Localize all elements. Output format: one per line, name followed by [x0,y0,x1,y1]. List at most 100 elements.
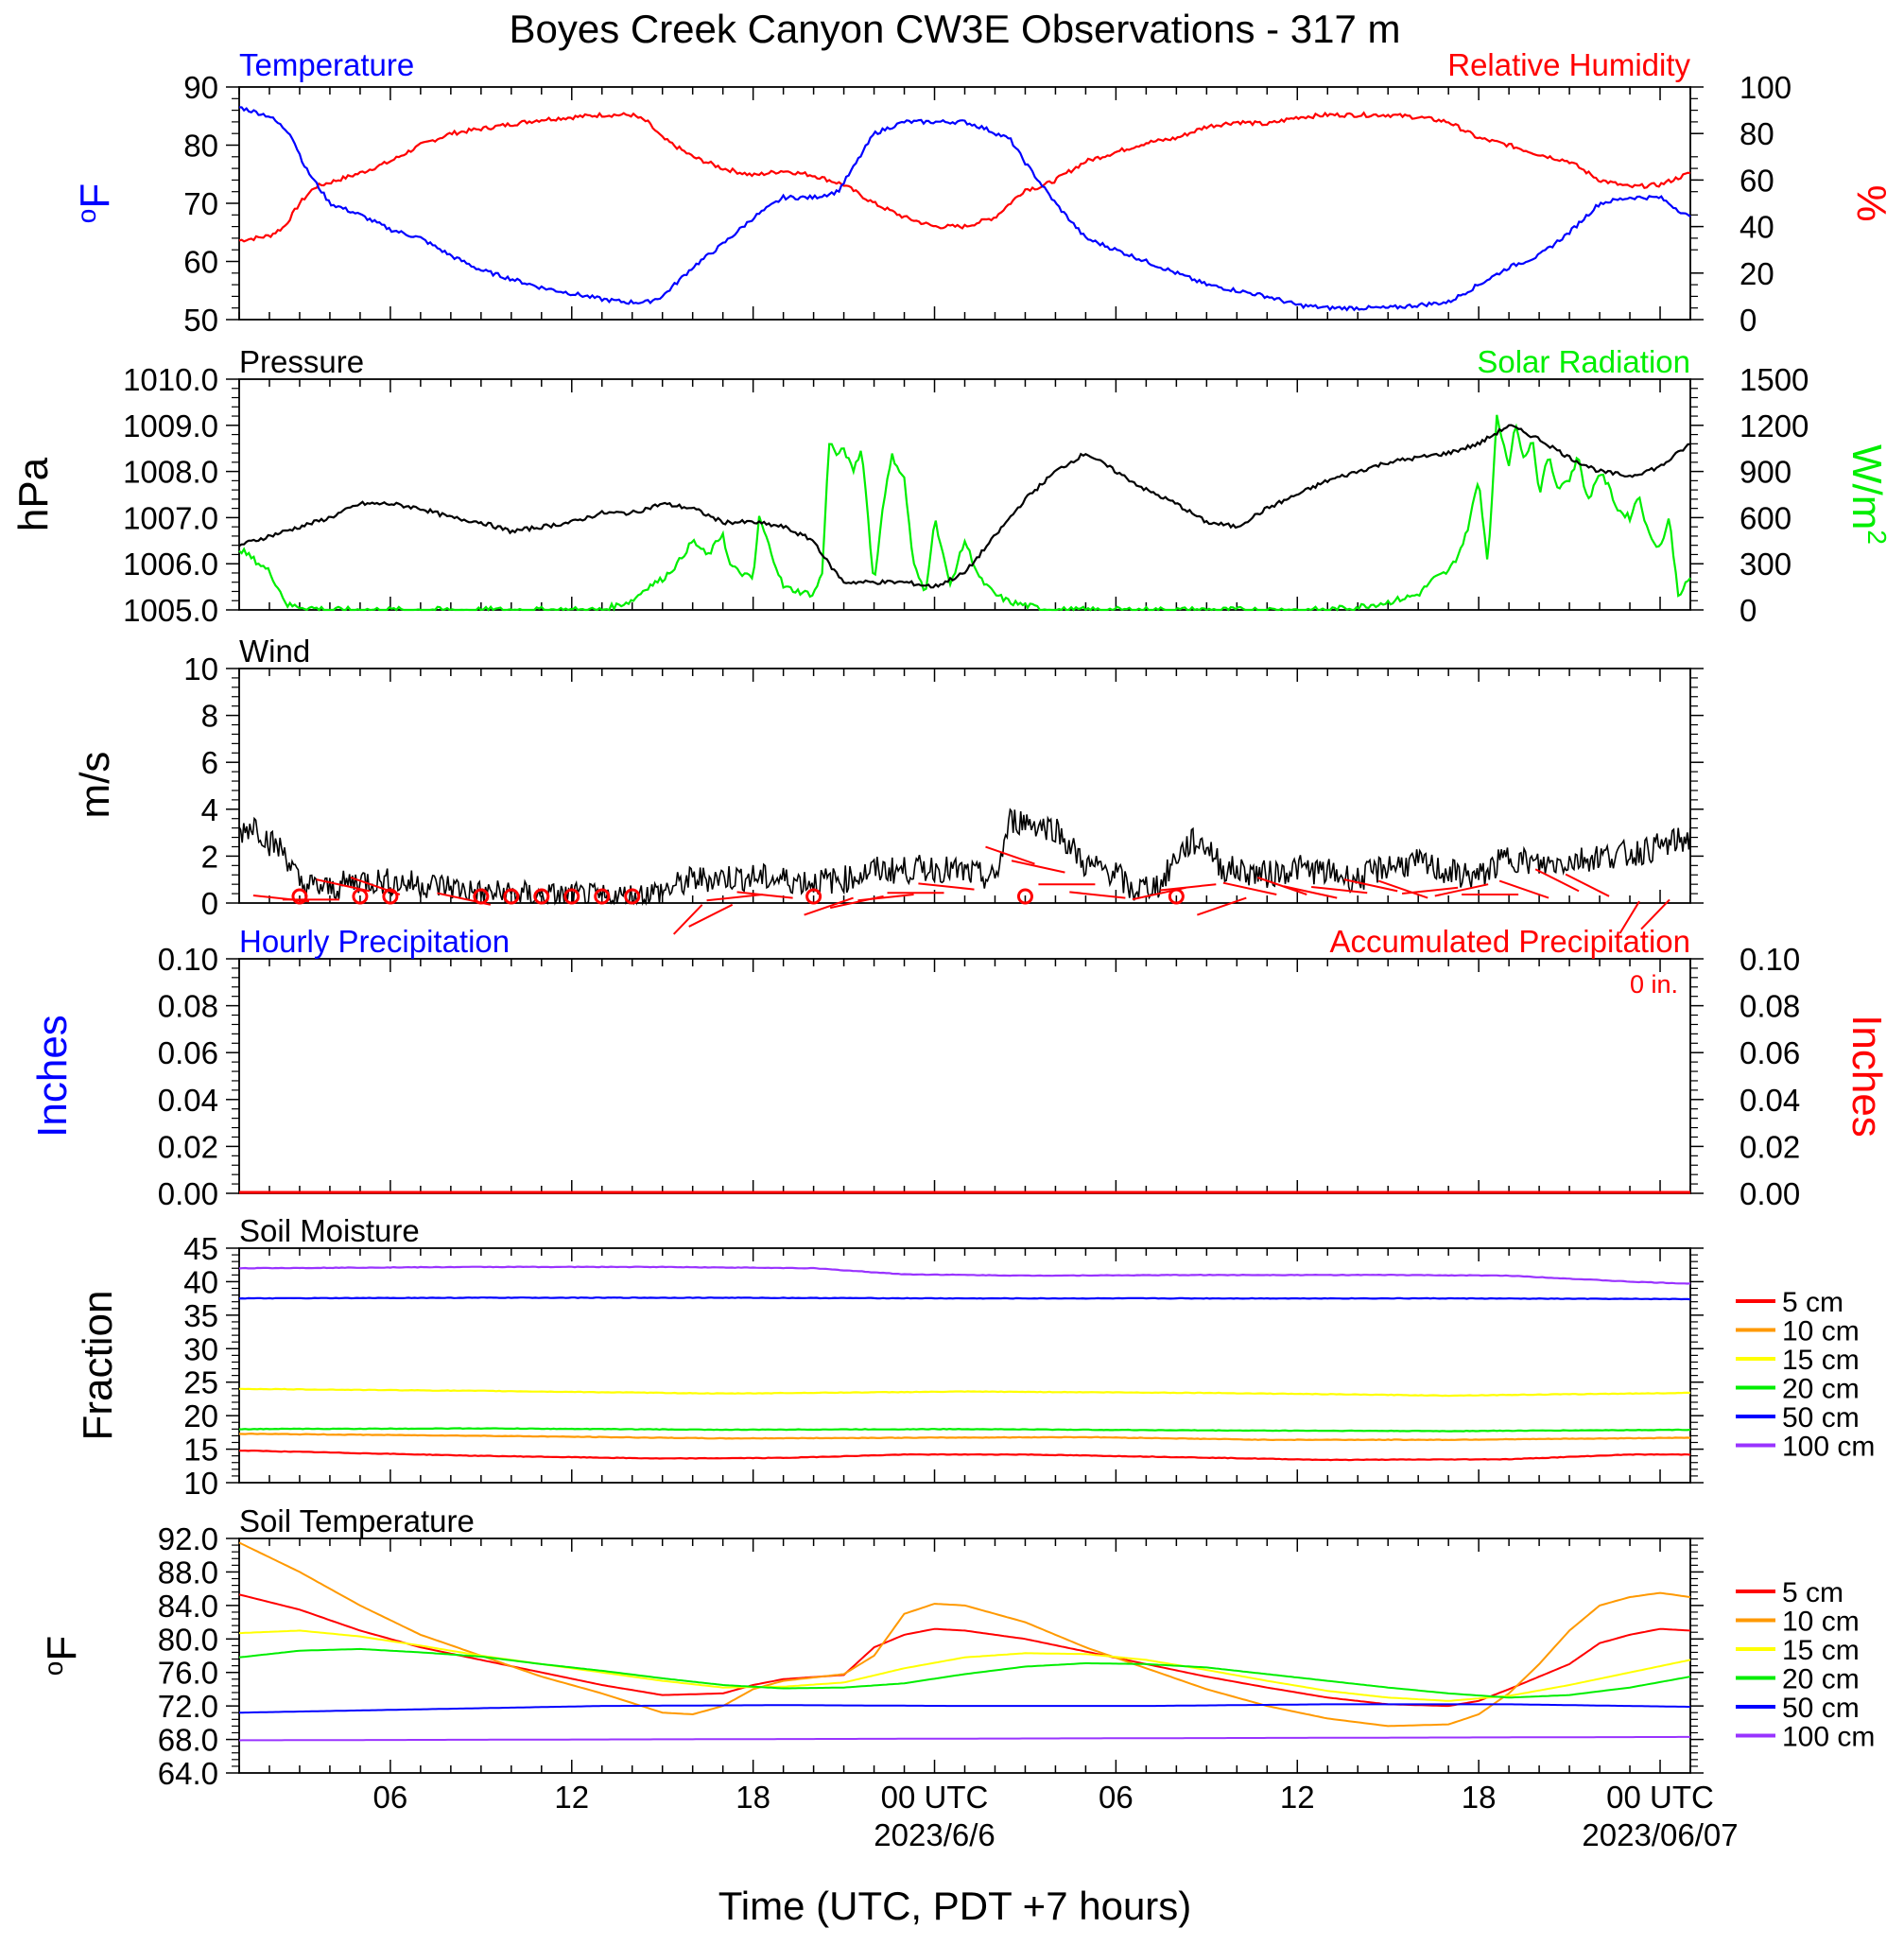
y-tick-label: 30 [183,1331,218,1366]
y-tick-label: 92.0 [158,1521,218,1556]
y-tick-label: 2 [201,839,218,874]
panel-title-accum-precip: Accumulated Precipitation [1329,924,1690,959]
y-tick-label: 1006.0 [123,547,218,582]
y-tick-label: 35 [183,1298,218,1333]
y-right-tick-label: 0.10 [1740,942,1800,977]
panel-title-wind: Wind [239,634,310,669]
y-axis-label-left: Inches [29,1015,76,1138]
calm-wind-marker [805,888,822,905]
wind-barb [1565,873,1610,897]
calm-wind-marker [473,888,490,905]
panel-title-soil-moisture: Soil Moisture [239,1213,420,1248]
series-line-15-cm [239,1387,1691,1398]
y-tick-label: 10 [183,1466,218,1501]
legend-label: 20 cm [1782,1664,1860,1695]
panel-title-soil-temperature: Soil Temperature [239,1503,475,1538]
y-axis-label-left: oF [39,1636,85,1676]
y-right-tick-label: 0 [1740,303,1757,338]
wind-barb [1377,879,1428,899]
y-tick-label: 4 [201,792,218,827]
wind-barb [1343,878,1398,893]
y-tick-label: 0.10 [158,942,218,977]
y-right-tick-label: 0.02 [1740,1129,1800,1164]
y-right-tick-label: 0.08 [1740,989,1800,1024]
legend-label: 100 cm [1782,1722,1875,1753]
calm-wind-marker [1168,888,1185,905]
wind-barb [1401,886,1459,895]
wind-barb [1640,898,1670,930]
wind-barb [1618,900,1640,934]
legend-label: 20 cm [1782,1374,1860,1405]
y-tick-label: 60 [183,245,218,280]
series-line-humidity [238,111,1691,243]
y-tick-label: 64.0 [158,1756,218,1791]
y-axis-label-left: Fraction [75,1291,121,1441]
y-tick-label: 10 [183,652,218,686]
series-line-pressure [238,424,1691,589]
panel-title-hourly-precip: Hourly Precipitation [239,924,510,959]
series-line-100-cm [238,1265,1691,1285]
y-right-tick-label: 900 [1740,455,1791,490]
wind-barb [1222,881,1277,895]
x-tick-label: 06 [1099,1780,1134,1815]
y-right-tick-label: 600 [1740,500,1791,535]
x-tick-label: 12 [554,1780,589,1815]
wind-barb [1069,891,1126,899]
x-tick-label: 12 [1280,1780,1315,1815]
accumulated-total: 0 in. [1630,970,1678,999]
y-tick-label: 84.0 [158,1589,218,1624]
calm-wind-marker [503,888,520,905]
series-line-temperature [238,106,1691,312]
legend-label: 50 cm [1782,1693,1860,1724]
y-tick-label: 76.0 [158,1656,218,1691]
plot-frame [238,1247,1691,1484]
series-line-5-cm [238,1593,1691,1708]
wind-barb [985,845,1035,865]
y-tick-label: 0.00 [158,1176,218,1211]
series-line-20-cm [238,1647,1691,1699]
x-tick-label: 00 UTC [1606,1780,1714,1815]
wind-barb [1498,879,1549,899]
y-tick-label: 0.04 [158,1083,218,1118]
y-axis-label-left: hPa [10,457,57,531]
x-date-label: 2023/6/6 [874,1817,995,1852]
calm-wind-marker [1016,888,1033,905]
wind-barb [688,903,734,928]
legend-label: 50 cm [1782,1402,1860,1433]
series-line-5-cm [238,1449,1691,1462]
x-date-label: 2023/06/07 [1582,1817,1738,1852]
y-tick-label: 1008.0 [123,455,218,490]
wind-barb [1434,883,1489,897]
y-right-tick-label: 40 [1740,210,1774,245]
y-right-tick-label: 20 [1740,256,1774,291]
legend-label: 15 cm [1782,1635,1860,1666]
y-tick-label: 1005.0 [123,593,218,628]
y-tick-label: 0.02 [158,1129,218,1164]
y-tick-label: 1010.0 [123,362,218,397]
calm-wind-marker [382,888,399,905]
y-axis-label-right: Inches [1843,1015,1890,1138]
y-axis-label-left: m/s [72,752,118,819]
wind-barb [804,896,854,916]
y-tick-label: 88.0 [158,1555,218,1590]
y-axis-label-right: W/m2 [1843,444,1892,545]
y-right-tick-label: 0.06 [1740,1035,1800,1070]
y-right-tick-label: 80 [1740,116,1774,151]
panel-title-humidity: Relative Humidity [1447,47,1690,82]
calm-wind-marker [594,888,611,905]
y-tick-label: 40 [183,1264,218,1299]
x-axis-label: Time (UTC, PDT +7 hours) [718,1884,1192,1928]
series-line-15-cm [238,1629,1691,1702]
y-right-tick-label: 0 [1740,593,1757,628]
precipitation-panel: 0.00 0.02 0.04 0.06 0.08 0.10 0.00 0.02 0.04 0.06… [29,924,1890,1211]
y-tick-label: 80 [183,129,218,164]
legend-label: 10 cm [1782,1316,1860,1347]
calm-wind-marker [291,888,308,905]
panel-title-solar: Solar Radiation [1477,344,1690,379]
calm-wind-marker [624,888,641,905]
soil-temperature-panel: 64.068.072.076.080.084.088.092.0 Soil Tem… [39,1503,1875,1791]
wind-barb [1160,883,1217,892]
wind-barb [706,894,763,902]
y-right-tick-label: 60 [1740,163,1774,198]
calm-wind-marker [563,888,580,905]
